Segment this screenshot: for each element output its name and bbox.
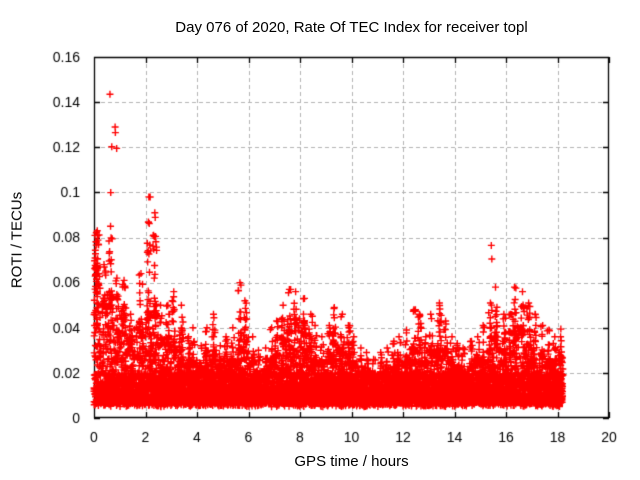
chart-title: Day 076 of 2020, Rate Of TEC Index for r…: [175, 19, 528, 36]
x-axis-label: GPS time / hours: [294, 453, 409, 470]
y-axis-label: ROTI / TECUs: [8, 191, 26, 289]
